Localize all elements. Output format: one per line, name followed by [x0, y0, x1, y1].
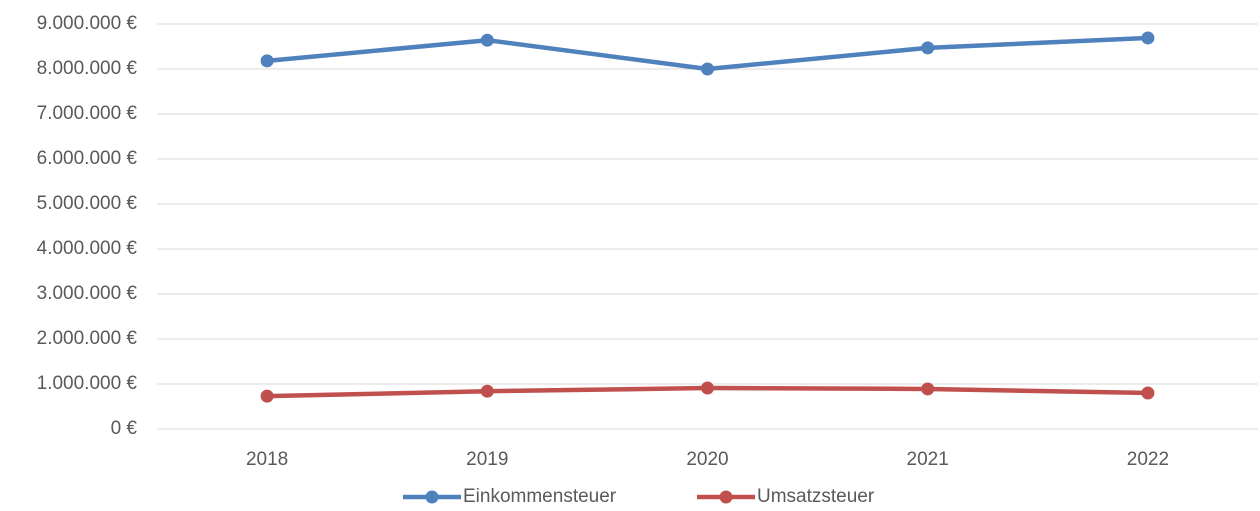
x-tick-label: 2022: [1127, 449, 1169, 470]
point: [480, 384, 494, 398]
y-tick-label: 8.000.000 €: [37, 58, 138, 79]
y-tick-label: 5.000.000 €: [37, 193, 138, 214]
x-tick-label: 2020: [686, 449, 728, 470]
y-tick-label: 0 €: [111, 418, 138, 439]
legend-label: Umsatzsteuer: [757, 486, 875, 507]
point: [921, 382, 935, 396]
point: [480, 33, 494, 47]
y-tick-label: 7.000.000 €: [37, 103, 138, 124]
point: [260, 54, 274, 68]
x-tick-label: 2019: [466, 449, 508, 470]
y-tick-label: 2.000.000 €: [37, 328, 138, 349]
y-tick-label: 4.000.000 €: [37, 238, 138, 259]
x-tick-label: 2021: [907, 449, 949, 470]
y-tick-label: 6.000.000 €: [37, 148, 138, 169]
point: [1141, 386, 1155, 400]
x-tick-label: 2018: [246, 449, 288, 470]
point: [260, 389, 274, 403]
point: [701, 381, 714, 395]
legend-label: Einkommensteuer: [463, 486, 617, 507]
y-tick-label: 9.000.000 €: [37, 13, 138, 34]
point: [1141, 31, 1155, 45]
y-tick-label: 3.000.000 €: [37, 283, 138, 304]
legend-marker: [719, 490, 733, 504]
point: [921, 41, 935, 55]
y-tick-label: 1.000.000 €: [37, 373, 138, 394]
point: [701, 62, 714, 76]
legend-marker: [425, 490, 439, 504]
